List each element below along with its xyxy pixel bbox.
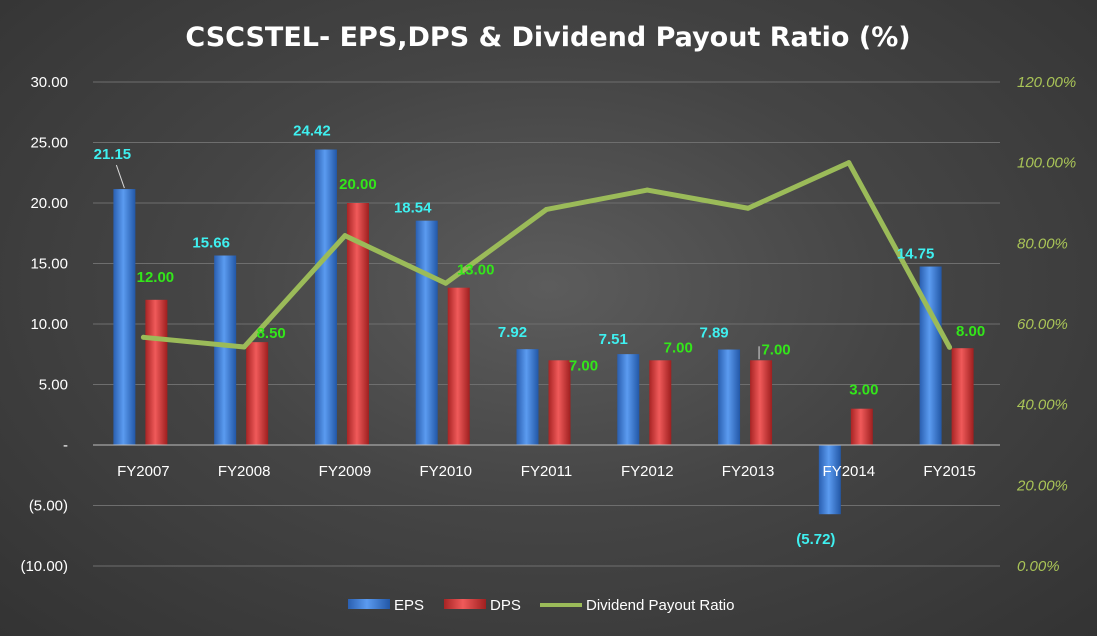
data-labels: 21.15 12.00 15.66 8.50 24.42 20.00 18.54 13.00 7… [94,123,986,549]
eps-data-label: 15.66 [192,235,230,252]
y2-tick-label: 0.00% [1017,558,1060,575]
left-axis: 30.00 25.00 20.00 15.00 10.00 5.00 - (5.00) (10.… [20,74,68,575]
legend-label-eps: EPS [394,597,424,614]
dps-data-label: 7.00 [569,357,598,374]
payout-point [745,205,751,211]
y-tick-label: 25.00 [30,135,68,152]
x-tick-label: FY2008 [218,463,271,480]
x-tick-label: FY2014 [823,463,876,480]
dps-bar [750,360,773,445]
y2-tick-label: 100.00% [1017,155,1076,172]
x-tick-label: FY2011 [521,463,572,480]
legend-swatch-dps [444,599,486,609]
x-tick-label: FY2013 [722,463,775,480]
payout-point [241,344,247,350]
eps-data-label: 7.51 [599,331,628,348]
payout-point [846,160,852,166]
dps-bar [649,360,672,445]
y2-tick-label: 20.00% [1016,477,1068,494]
bars [113,149,974,515]
payout-point [947,344,953,350]
dps-bar [548,360,571,445]
x-axis: FY2007 FY2008 FY2009 FY2010 FY2011 FY2012 FY20… [93,444,1000,480]
y2-tick-label: 60.00% [1017,316,1068,333]
eps-data-label: 18.54 [394,200,432,217]
payout-point [544,206,549,212]
payout-point [443,280,449,286]
payout-point [644,187,650,193]
dps-data-label: 7.00 [761,341,790,358]
label-leader-line [115,164,125,189]
y-tick-label: 15.00 [30,256,68,273]
y2-tick-label: 80.00% [1017,235,1068,252]
y-tick-label: (5.00) [29,498,68,515]
payout-point [140,334,146,340]
dps-data-label: 7.00 [664,339,693,356]
dps-data-label: 20.00 [339,176,377,193]
dps-bar [951,348,974,445]
dps-data-label: 13.00 [457,262,495,279]
payout-point [342,233,348,239]
eps-bar [214,255,237,445]
y-tick-label: - [63,437,68,454]
eps-bar [818,445,841,515]
y-tick-label: 5.00 [39,377,68,394]
y-tick-label: 10.00 [30,316,68,333]
legend-swatch-eps [348,599,390,609]
eps-bar [919,266,942,445]
x-tick-label: FY2015 [923,463,976,480]
legend: EPS DPS Dividend Payout Ratio [348,597,734,614]
eps-bar [415,220,438,445]
y2-tick-label: 120.00% [1017,74,1076,91]
dps-bar [145,299,168,445]
eps-data-label: 24.42 [293,123,331,140]
legend-label-dps: DPS [490,597,521,614]
y-tick-label: (10.00) [20,558,68,575]
eps-bar [617,354,640,445]
chart-title: CSCSTEL- EPS,DPS & Dividend Payout Ratio… [185,22,910,53]
eps-data-label: 7.89 [699,325,728,342]
x-tick-label: FY2007 [117,463,170,480]
dps-bar [246,342,269,445]
dps-data-label: 12.00 [137,269,175,286]
x-tick-label: FY2010 [419,463,472,480]
eps-data-label: 14.75 [897,246,935,263]
legend-label-payout: Dividend Payout Ratio [586,597,734,614]
eps-bar [113,189,136,445]
payout-ratio-line [143,160,952,350]
dps-bar [346,203,369,445]
x-tick-label: FY2009 [319,463,372,480]
payout-line [140,160,953,350]
y-tick-label: 30.00 [30,74,68,91]
eps-bar [314,149,337,445]
eps-data-label: (5.72) [796,531,835,548]
y2-tick-label: 40.00% [1017,397,1068,414]
eps-data-label: 7.92 [498,324,527,341]
eps-bar [718,349,741,445]
dps-data-label: 8.00 [956,323,985,340]
eps-bar [516,349,539,445]
right-axis: 120.00% 100.00% 80.00% 60.00% 40.00% 20.00% 0.… [1016,74,1076,575]
dps-data-label: 8.50 [257,325,286,342]
dps-bar [447,287,470,445]
y-tick-label: 20.00 [30,195,68,212]
dps-data-label: 3.00 [849,382,878,399]
dps-bar [850,408,873,445]
x-tick-label: FY2012 [621,463,674,480]
eps-data-label: 21.15 [94,146,132,163]
